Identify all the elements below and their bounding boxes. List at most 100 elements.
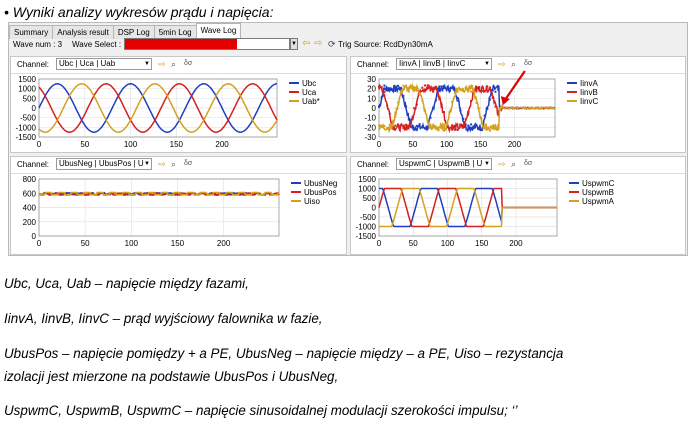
x-tick-label: 200 xyxy=(508,140,522,149)
series-marker xyxy=(386,104,389,107)
redacted-value xyxy=(125,39,237,49)
wave-select-combobox[interactable] xyxy=(124,38,290,50)
series-marker xyxy=(453,88,456,91)
series-marker xyxy=(478,126,481,129)
x-tick-label: 100 xyxy=(124,140,138,149)
zoom-icon[interactable]: ⌕ xyxy=(171,59,177,69)
chevron-down-icon: ▼ xyxy=(144,161,150,167)
series-marker xyxy=(497,124,500,127)
x-tick-label: 100 xyxy=(440,140,454,149)
description-line-5: UspwmC, UspwmB, UspwmC – napięcie sinuso… xyxy=(4,403,518,418)
series-marker xyxy=(407,118,410,121)
series-marker xyxy=(448,87,451,90)
series-marker xyxy=(456,99,459,102)
series-marker xyxy=(415,89,418,92)
legend-label: IinvB xyxy=(580,88,598,97)
series-marker xyxy=(464,123,467,126)
chevron-down-icon: ▼ xyxy=(484,161,490,167)
arrow-right-icon[interactable]: ⇨ xyxy=(314,38,323,49)
x-tick-label: 0 xyxy=(37,239,42,248)
zoom-icon[interactable]: ⌕ xyxy=(511,59,517,69)
series-marker xyxy=(448,128,451,131)
series-marker xyxy=(405,123,408,126)
chart-svg: 800 600 400 200 00 50 100 150 200 UbusNegUbusPosU… xyxy=(23,175,338,248)
series-marker xyxy=(432,126,435,129)
y-tick-label: 500 xyxy=(363,194,377,203)
tab-wave-log[interactable]: Wave Log xyxy=(195,23,242,39)
x-tick-label: 0 xyxy=(37,140,42,149)
channel-select[interactable]: Ubc | Uca | Uab ▼ xyxy=(56,58,152,70)
series-marker xyxy=(388,123,391,126)
series-marker xyxy=(478,107,481,110)
y-tick-label: -1500 xyxy=(16,133,37,142)
settings-icon[interactable]: δσ xyxy=(184,60,193,67)
settings-icon[interactable]: δσ xyxy=(184,160,193,167)
channel-select[interactable]: UspwmC | UspwmB | U ▼ xyxy=(396,158,492,170)
series-marker xyxy=(442,86,445,89)
channel-label: Channel: xyxy=(17,160,50,169)
wave-num-label: Wave num : 3 xyxy=(13,40,63,49)
annotation-arrow xyxy=(503,70,526,101)
chevron-down-icon[interactable]: ▼ xyxy=(290,38,298,50)
zoom-icon[interactable]: ⌕ xyxy=(171,159,177,169)
series-marker xyxy=(483,90,486,93)
arrow-icon[interactable]: ⇨ xyxy=(498,59,506,69)
y-tick-label: 0 xyxy=(372,204,377,213)
channel-select[interactable]: UbusNeg | UbusPos | U ▼ xyxy=(56,158,152,170)
series-marker xyxy=(429,116,432,119)
series-marker xyxy=(494,127,497,130)
series-marker xyxy=(407,90,410,93)
series-marker xyxy=(440,102,443,105)
y-tick-label: 1000 xyxy=(18,85,36,94)
series-marker xyxy=(470,123,473,126)
series-marker xyxy=(383,84,386,87)
series-marker xyxy=(437,95,440,98)
y-tick-label: 500 xyxy=(23,94,37,103)
y-tick-label: 600 xyxy=(23,189,37,198)
y-tick-label: -500 xyxy=(20,114,37,123)
series-marker xyxy=(396,84,399,87)
refresh-icon[interactable]: ⟳ xyxy=(328,39,336,49)
chart-panel-ubc-uca-uab: Channel: Ubc | Uca | Uab ▼ ⇨ ⌕ δσ 1500 100… xyxy=(10,56,347,153)
y-tick-label: 30 xyxy=(367,75,376,84)
x-tick-label: 200 xyxy=(217,239,231,248)
channel-select[interactable]: IinvA | IinvB | IinvC ▼ xyxy=(396,58,492,70)
x-tick-label: 100 xyxy=(441,239,455,248)
series-marker xyxy=(415,103,418,106)
arrow-icon[interactable]: ⇨ xyxy=(158,59,166,69)
series-marker xyxy=(459,109,462,112)
series-marker xyxy=(405,105,408,108)
series-marker xyxy=(459,123,462,126)
settings-icon[interactable]: δσ xyxy=(524,160,533,167)
series-marker xyxy=(432,90,435,93)
series-marker xyxy=(391,88,394,91)
series-marker xyxy=(410,118,413,121)
zoom-icon[interactable]: ⌕ xyxy=(511,159,517,169)
settings-icon[interactable]: δσ xyxy=(524,60,533,67)
arrow-icon[interactable]: ⇨ xyxy=(158,159,166,169)
arrow-icon[interactable]: ⇨ xyxy=(498,159,506,169)
series-marker xyxy=(491,89,494,92)
y-tick-label: -1000 xyxy=(356,223,377,232)
y-tick-label: -500 xyxy=(360,213,377,222)
arrow-left-icon[interactable]: ⇦ xyxy=(302,38,311,49)
legend-label: UspwmB xyxy=(582,188,614,197)
series-marker xyxy=(394,115,397,118)
series-marker xyxy=(497,88,500,91)
series-marker xyxy=(448,111,451,114)
series-marker xyxy=(497,113,500,116)
trig-source-label: Trig Source: RcdDyn30mA xyxy=(338,40,433,49)
series-marker xyxy=(486,85,489,88)
y-tick-label: 1500 xyxy=(358,175,376,184)
series-marker xyxy=(464,87,467,90)
series-marker xyxy=(451,100,454,103)
series-marker xyxy=(380,86,383,89)
y-tick-label: 0 xyxy=(372,104,377,113)
series-marker xyxy=(491,96,494,99)
channel-label: Channel: xyxy=(357,160,390,169)
channel-select-value: Ubc | Uca | Uab xyxy=(59,59,116,68)
series-marker xyxy=(424,127,427,130)
x-tick-label: 50 xyxy=(80,140,89,149)
